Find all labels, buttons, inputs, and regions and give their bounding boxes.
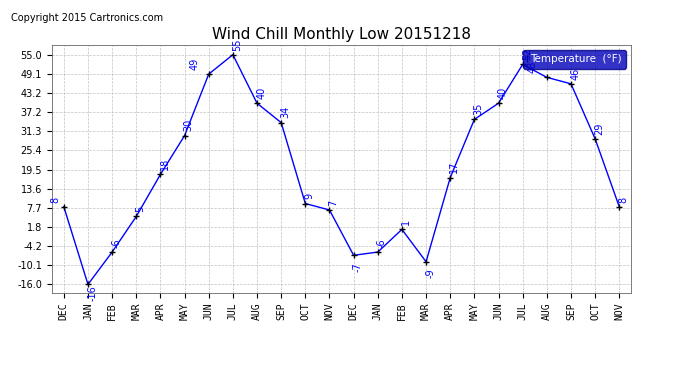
Text: 55: 55 <box>232 38 242 51</box>
Text: 1: 1 <box>401 219 411 225</box>
Text: 7: 7 <box>328 200 339 206</box>
Title: Wind Chill Monthly Low 20151218: Wind Chill Monthly Low 20151218 <box>212 27 471 42</box>
Text: 40: 40 <box>256 87 266 99</box>
Text: 8: 8 <box>618 196 629 202</box>
Text: 30: 30 <box>184 119 194 131</box>
Text: 8: 8 <box>50 196 61 202</box>
Text: 46: 46 <box>570 68 580 80</box>
Text: 52: 52 <box>522 48 532 60</box>
Legend: Temperature  (°F): Temperature (°F) <box>523 50 626 69</box>
Text: 35: 35 <box>473 103 484 115</box>
Text: 49: 49 <box>190 58 200 70</box>
Text: 18: 18 <box>159 158 170 170</box>
Text: 9: 9 <box>304 193 315 200</box>
Text: -9: -9 <box>425 269 435 278</box>
Text: 5: 5 <box>135 206 146 212</box>
Text: 17: 17 <box>449 161 460 174</box>
Text: -6: -6 <box>111 238 121 248</box>
Text: 40: 40 <box>497 87 508 99</box>
Text: -16: -16 <box>87 285 97 301</box>
Text: Copyright 2015 Cartronics.com: Copyright 2015 Cartronics.com <box>11 13 164 23</box>
Text: -7: -7 <box>353 262 363 272</box>
Text: 48: 48 <box>528 61 538 73</box>
Text: 34: 34 <box>280 106 290 118</box>
Text: 29: 29 <box>594 122 604 135</box>
Text: -6: -6 <box>377 238 387 248</box>
